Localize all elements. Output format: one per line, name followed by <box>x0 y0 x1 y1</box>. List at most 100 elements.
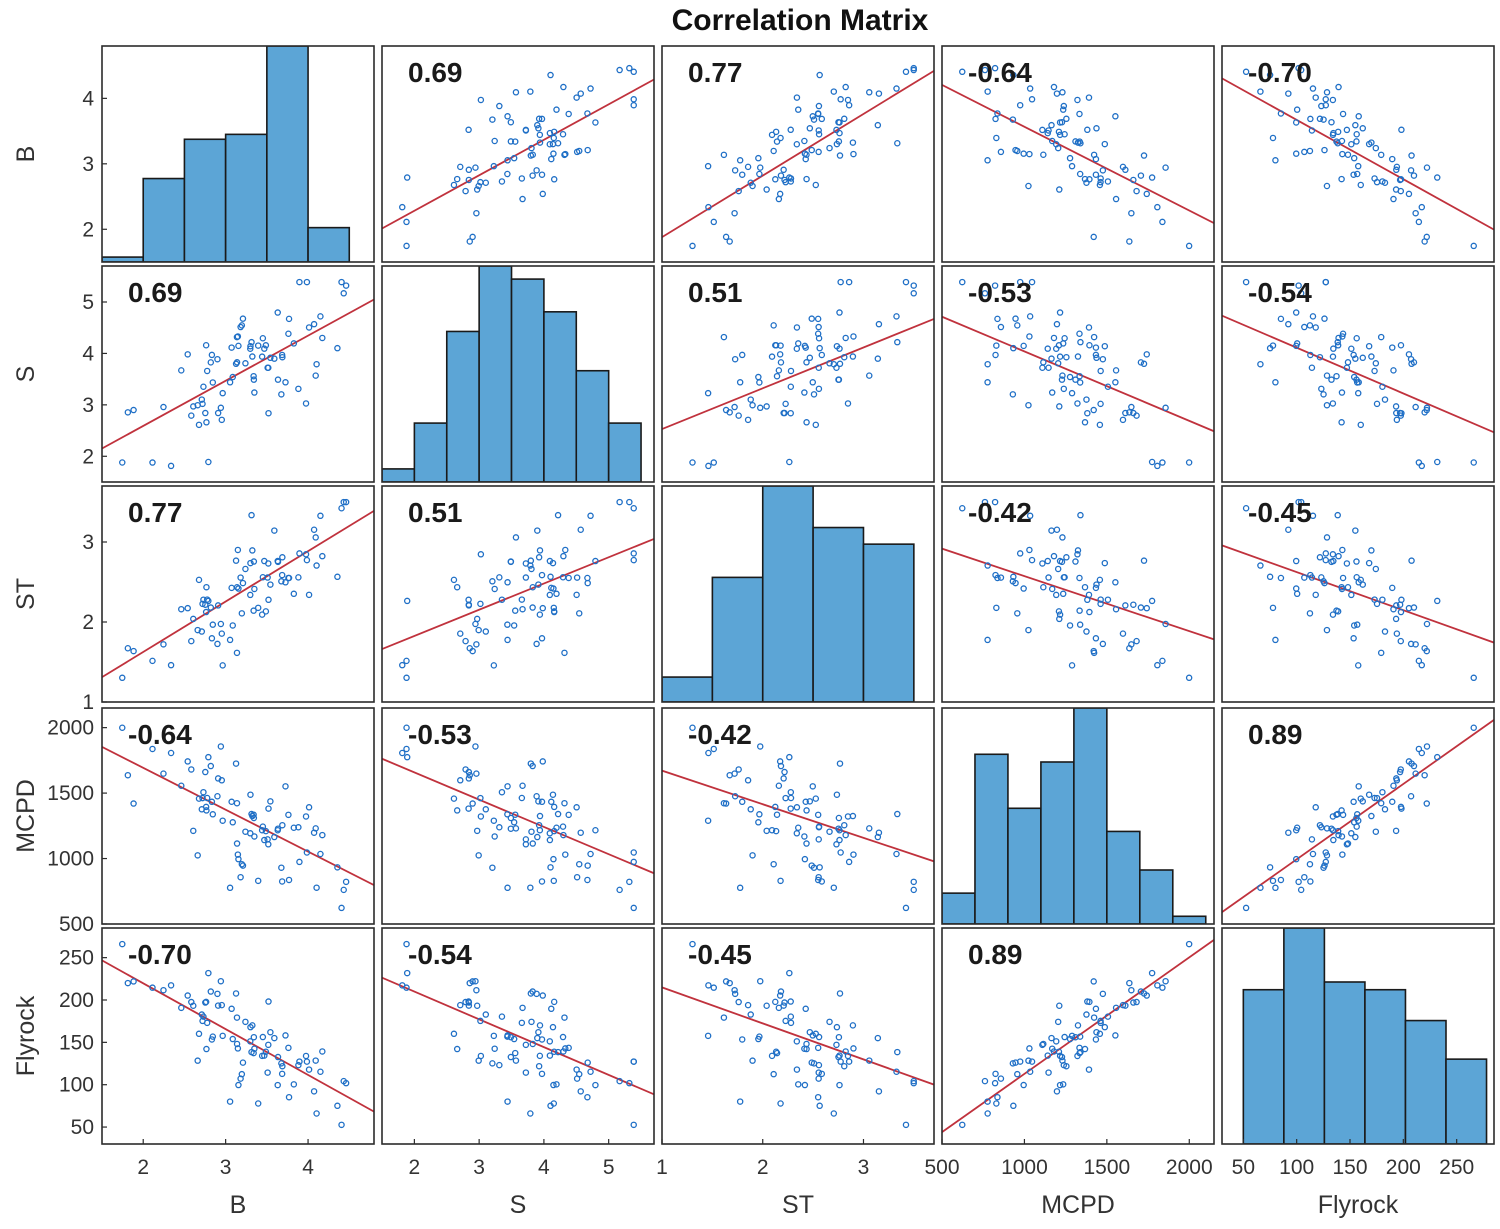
regression-line <box>662 986 934 1086</box>
data-point <box>1339 574 1347 582</box>
data-point <box>787 126 794 134</box>
data-point <box>1066 622 1074 629</box>
data-point <box>279 1062 286 1070</box>
data-point <box>248 1048 255 1056</box>
data-point <box>1097 400 1104 408</box>
data-point <box>1081 419 1089 426</box>
data-point <box>910 282 917 289</box>
cell-content <box>1242 928 1488 1144</box>
x-tick-label: 100 <box>1279 1156 1314 1179</box>
data-point <box>744 777 752 784</box>
data-point <box>279 353 286 361</box>
data-point <box>815 873 822 881</box>
data-point <box>285 1093 293 1101</box>
y-tick-label: 250 <box>59 947 94 970</box>
data-point <box>1128 403 1135 411</box>
data-point <box>226 884 234 892</box>
data-point <box>518 794 526 802</box>
histogram-bar <box>974 753 1009 924</box>
cell-content <box>1222 719 1494 913</box>
data-point <box>1063 554 1070 561</box>
data-point <box>312 1057 319 1064</box>
data-point <box>1343 560 1351 567</box>
data-point <box>1126 979 1133 987</box>
data-point <box>1040 584 1047 591</box>
data-point <box>1330 345 1337 352</box>
data-point <box>195 576 203 584</box>
data-point <box>689 242 696 250</box>
data-point <box>770 147 777 155</box>
data-point <box>1154 203 1161 211</box>
data-point <box>1397 342 1405 349</box>
data-point <box>1323 534 1331 541</box>
data-point <box>202 608 210 616</box>
data-point <box>475 182 482 190</box>
data-point <box>527 557 535 564</box>
data-point <box>535 1028 542 1036</box>
data-point <box>1312 804 1319 811</box>
data-point <box>994 110 1001 117</box>
correlation-label: -0.45 <box>688 939 752 970</box>
data-point <box>203 367 211 375</box>
data-point <box>203 794 211 802</box>
y-axis-label: S <box>12 366 40 383</box>
data-point <box>1090 406 1097 414</box>
data-point <box>457 630 464 637</box>
data-point <box>1093 581 1100 588</box>
data-point <box>313 562 320 569</box>
data-point <box>747 806 754 813</box>
data-point <box>205 458 212 466</box>
data-point <box>1096 181 1104 189</box>
data-point <box>836 826 843 834</box>
data-point <box>1434 597 1441 605</box>
histogram-bar <box>711 576 764 702</box>
data-point <box>124 644 132 652</box>
data-point <box>477 1017 484 1025</box>
data-point <box>250 376 258 383</box>
data-point <box>119 724 126 731</box>
histogram-bar <box>1283 928 1326 1144</box>
data-point <box>312 372 319 379</box>
data-point <box>265 596 272 604</box>
data-point <box>254 342 262 349</box>
data-point <box>561 1014 568 1021</box>
data-point <box>1154 982 1161 989</box>
data-point <box>1084 126 1091 134</box>
data-point <box>573 804 580 811</box>
data-point <box>1353 811 1361 818</box>
data-point <box>507 1033 515 1041</box>
data-point <box>238 322 246 329</box>
data-point <box>818 878 826 885</box>
y-tick-label: 1 <box>82 691 94 714</box>
data-point <box>533 167 540 174</box>
data-point <box>258 826 266 834</box>
data-point <box>592 826 599 834</box>
data-point <box>902 904 910 912</box>
data-point <box>738 171 746 178</box>
data-point <box>226 1098 234 1105</box>
data-point <box>874 355 882 362</box>
data-point <box>271 1034 278 1042</box>
data-point <box>562 546 569 554</box>
correlation-label: -0.70 <box>128 939 192 970</box>
data-point <box>1397 803 1405 811</box>
data-point <box>1077 338 1084 346</box>
data-point <box>473 641 480 648</box>
data-point <box>232 990 240 997</box>
data-point <box>550 604 558 612</box>
data-point <box>536 547 544 554</box>
data-point <box>1292 150 1300 157</box>
data-point <box>188 998 195 1006</box>
data-point <box>1316 115 1324 123</box>
data-point <box>536 131 544 139</box>
data-point <box>340 498 347 506</box>
data-point <box>793 345 801 352</box>
data-point <box>1090 978 1097 985</box>
data-point <box>738 798 746 806</box>
data-point <box>731 355 739 363</box>
data-point <box>793 804 801 811</box>
data-point <box>1355 783 1362 790</box>
data-point <box>1318 385 1325 393</box>
cell-frame <box>101 485 375 703</box>
data-point <box>1097 596 1104 603</box>
